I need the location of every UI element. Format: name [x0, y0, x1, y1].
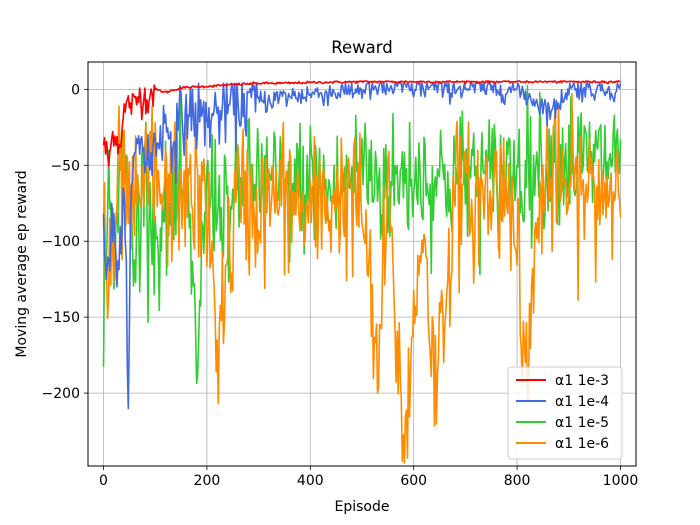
series-line	[102, 84, 622, 385]
y-tick-label: −100	[42, 234, 80, 250]
x-tick-label: 400	[297, 473, 324, 489]
x-tick-label: 800	[504, 473, 531, 489]
plot-frame	[87, 61, 637, 467]
legend-label: α1 1e-5	[555, 415, 609, 431]
legend: α1 1e-3 α1 1e-4 α1 1e-5 α1 1e-6	[507, 366, 623, 460]
series-layer	[102, 80, 622, 464]
x-axis-label: Episode	[335, 499, 390, 515]
legend-label: α1 1e-4	[555, 394, 609, 410]
legend-box	[507, 366, 623, 460]
x-tick-label: 1000	[603, 473, 639, 489]
y-tick-label: −150	[42, 310, 80, 326]
x-tick-label: 0	[99, 473, 108, 489]
y-tick-label: −200	[42, 386, 80, 402]
x-tick-label: 200	[194, 473, 221, 489]
series-line	[102, 92, 622, 464]
legend-label: α1 1e-6	[555, 436, 609, 452]
legend-label: α1 1e-3	[555, 373, 609, 389]
series-line	[102, 80, 621, 167]
series-line	[102, 82, 622, 410]
axis-ticks: 0 200 400 600 800 1000 0 −50 −100 −150 −200	[42, 82, 639, 489]
y-tick-label: 0	[71, 82, 80, 98]
y-tick-label: −50	[50, 158, 80, 174]
x-tick-label: 600	[400, 473, 427, 489]
chart-title: Reward	[331, 38, 392, 57]
y-axis-label: Moving average ep reward	[14, 170, 30, 357]
